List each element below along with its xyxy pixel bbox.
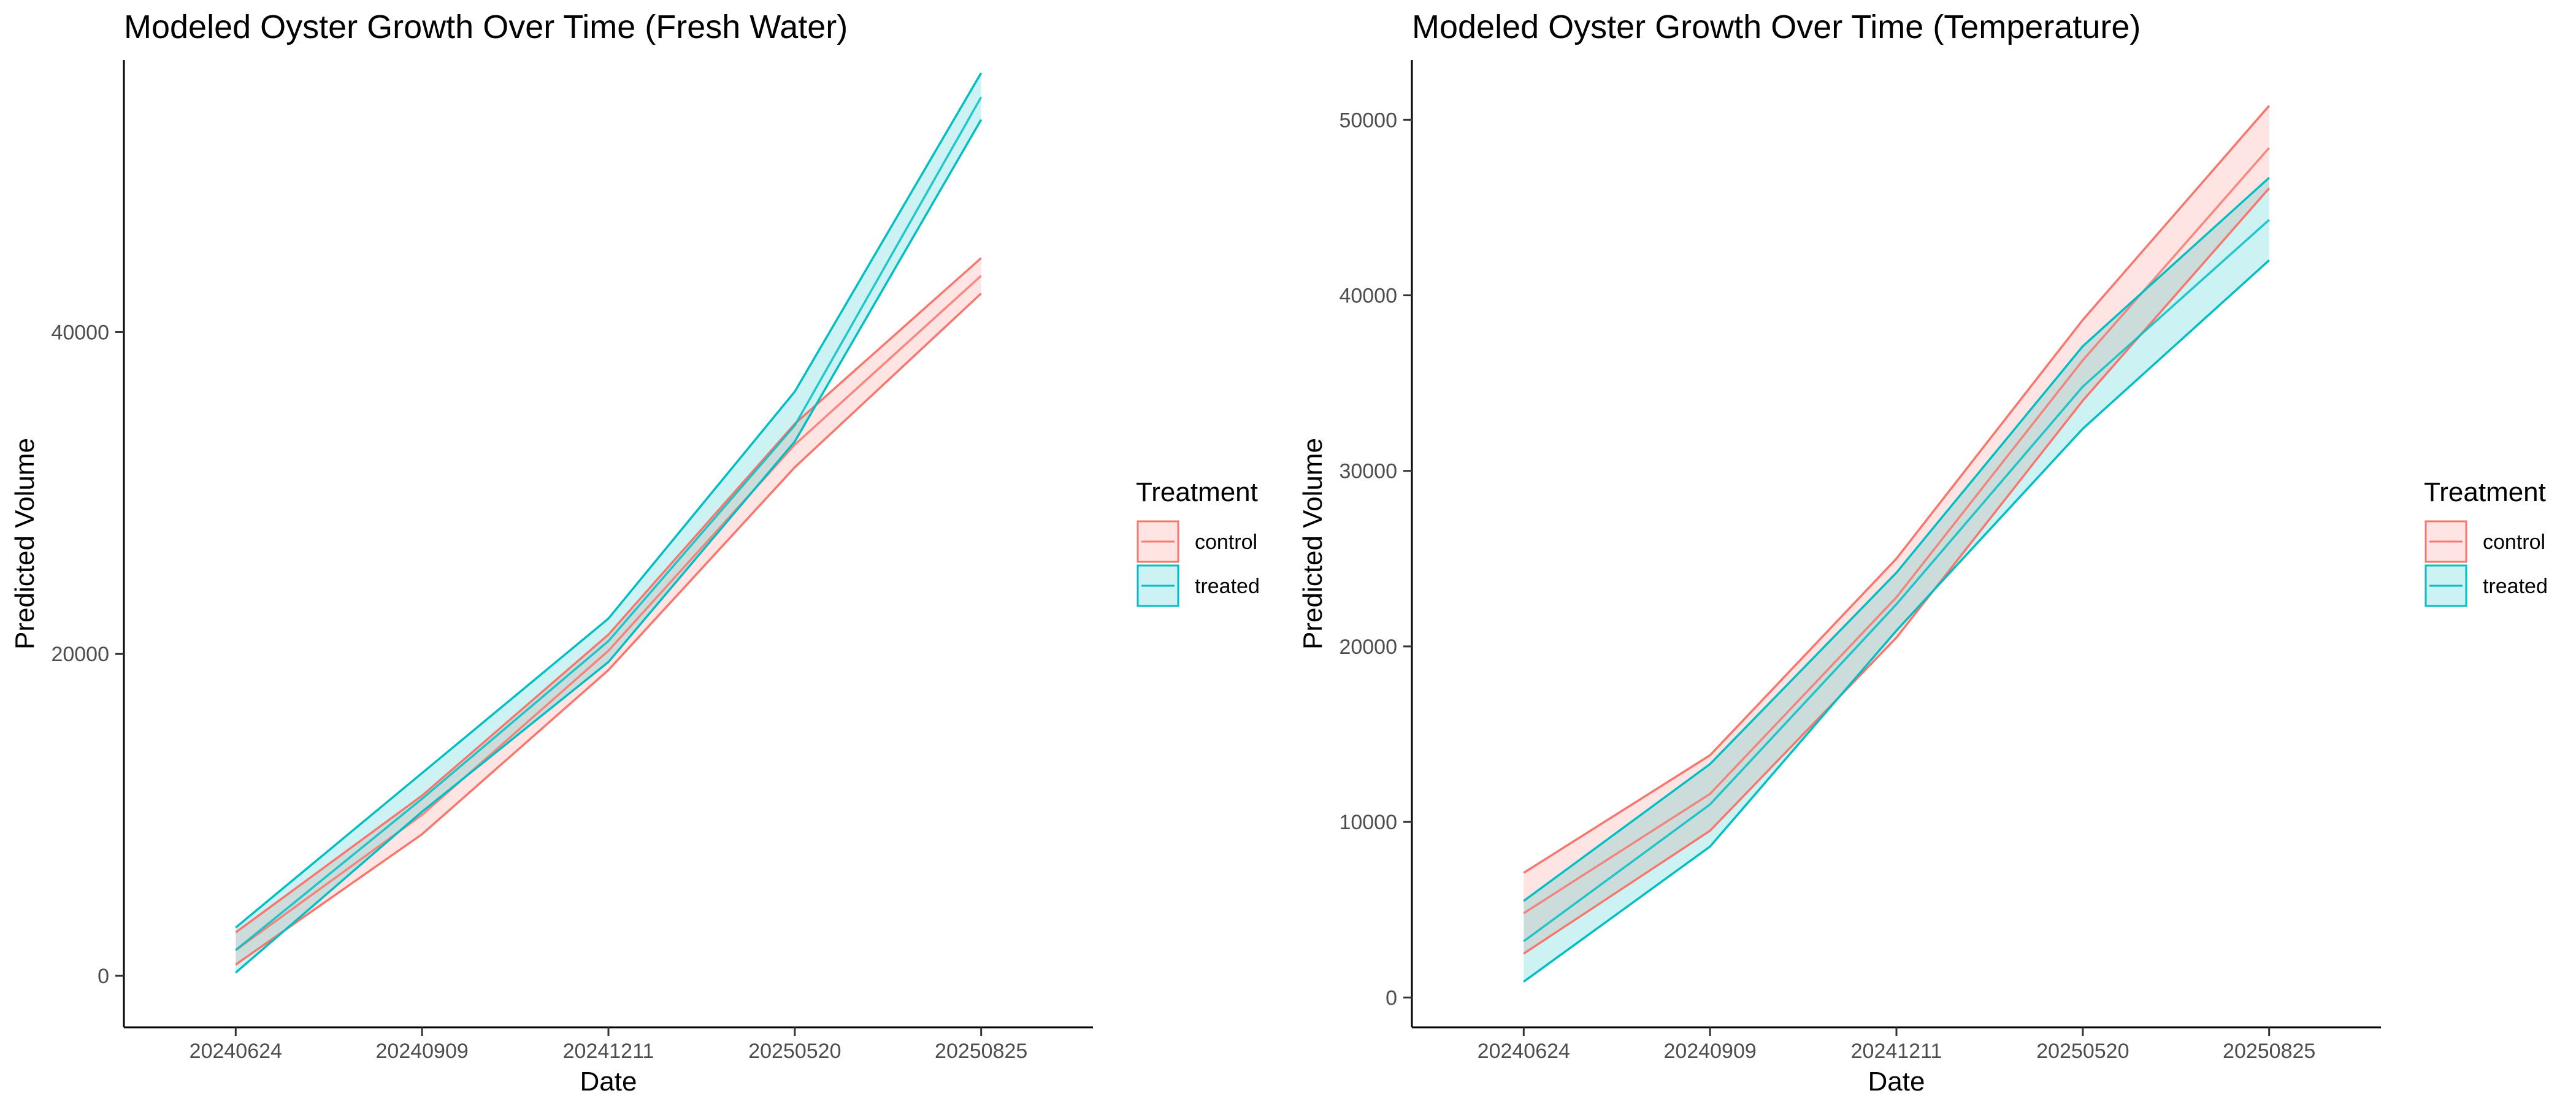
- x-tick-label: 20240909: [376, 1040, 469, 1063]
- line-treated-upper: [235, 72, 983, 929]
- y-tick-label: 0: [98, 965, 109, 988]
- ribbon-control: [1524, 105, 2269, 954]
- line-control-lower: [235, 293, 982, 966]
- y-axis-title: Predicted Volume: [1298, 438, 1328, 650]
- legend-title: Treatment: [2424, 477, 2546, 507]
- x-tick-label: 20250825: [2223, 1040, 2315, 1063]
- line-treated-lower: [235, 119, 983, 974]
- legend: Treatment control treated: [2424, 477, 2548, 607]
- chart-temperature: Modeled Oyster Growth Over Time (Tempera…: [1298, 9, 2548, 1097]
- y-tick-label: 40000: [51, 321, 109, 344]
- x-tick-label: 20250520: [748, 1040, 841, 1063]
- legend: Treatment control treated: [1136, 477, 1260, 607]
- chart-title: Modeled Oyster Growth Over Time (Tempera…: [1412, 9, 2141, 45]
- y-axis-title: Predicted Volume: [10, 438, 40, 650]
- x-tick-label: 20240909: [1664, 1040, 1757, 1063]
- chart-title: Modeled Oyster Growth Over Time (Fresh W…: [124, 9, 848, 45]
- y-tick-label: 0: [1386, 986, 1397, 1010]
- ribbon-treated: [236, 72, 981, 973]
- x-axis-title: Date: [1868, 1067, 1925, 1097]
- plot-area: [235, 72, 983, 974]
- x-tick-label: 20241211: [1851, 1040, 1942, 1063]
- legend-label-treated: treated: [2483, 575, 2548, 598]
- line-treated-fit: [235, 96, 983, 951]
- x-tick-label: 20250825: [935, 1040, 1027, 1063]
- line-treated-fit: [1523, 219, 2270, 943]
- line-treated-lower: [1523, 259, 2270, 983]
- ribbon-control: [236, 258, 981, 965]
- line-control-upper: [235, 257, 982, 933]
- legend-label-control: control: [1195, 531, 1257, 554]
- line-control-fit: [235, 275, 982, 951]
- plot-area: [1523, 105, 2271, 983]
- x-tick-label: 20240624: [190, 1040, 282, 1063]
- legend-label-treated: treated: [1195, 575, 1260, 598]
- chart-fresh-water: Modeled Oyster Growth Over Time (Fresh W…: [10, 9, 1260, 1097]
- line-control-upper: [1523, 105, 2271, 874]
- x-tick-label: 20250520: [2036, 1040, 2129, 1063]
- y-tick-label: 30000: [1339, 460, 1397, 483]
- y-tick-label: 20000: [1339, 635, 1397, 659]
- x-tick-label: 20241211: [563, 1040, 654, 1063]
- y-tick-label: 10000: [1339, 811, 1397, 834]
- ribbon-treated: [1524, 177, 2269, 982]
- legend-title: Treatment: [1136, 477, 1258, 507]
- y-tick-label: 50000: [1339, 109, 1397, 132]
- line-treated-upper: [1523, 177, 2270, 902]
- x-axis-title: Date: [580, 1067, 637, 1097]
- legend-label-control: control: [2483, 531, 2545, 554]
- y-tick-label: 40000: [1339, 285, 1397, 308]
- y-tick-label: 20000: [51, 643, 109, 666]
- x-tick-label: 20240624: [1478, 1040, 1570, 1063]
- chart-panel-fresh-water: Modeled Oyster Growth Over Time (Fresh W…: [10, 9, 1260, 1097]
- chart-panel-temperature: Modeled Oyster Growth Over Time (Tempera…: [1288, 0, 2576, 1104]
